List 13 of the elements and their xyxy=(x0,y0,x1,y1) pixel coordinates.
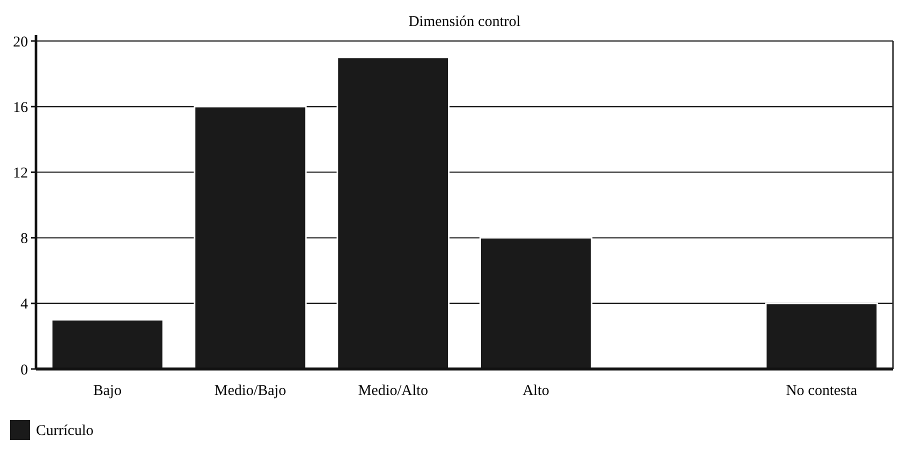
y-tick-label: 8 xyxy=(20,231,28,248)
y-tick-label: 0 xyxy=(20,362,28,378)
x-tick-label: Alto xyxy=(522,383,550,399)
chart-title: Dimensión control xyxy=(408,14,521,30)
x-tick-label: Medio/Alto xyxy=(358,383,428,399)
legend-label: Currículo xyxy=(36,423,94,439)
x-tick-label: Bajo xyxy=(93,383,122,399)
x-tick-label: No contesta xyxy=(786,383,858,399)
y-tick-label: 16 xyxy=(13,100,28,116)
y-tick-label: 4 xyxy=(20,296,28,313)
x-tick-label: Medio/Bajo xyxy=(214,383,286,399)
y-tick-label: 12 xyxy=(13,165,28,182)
y-tick-label: 20 xyxy=(13,34,28,50)
